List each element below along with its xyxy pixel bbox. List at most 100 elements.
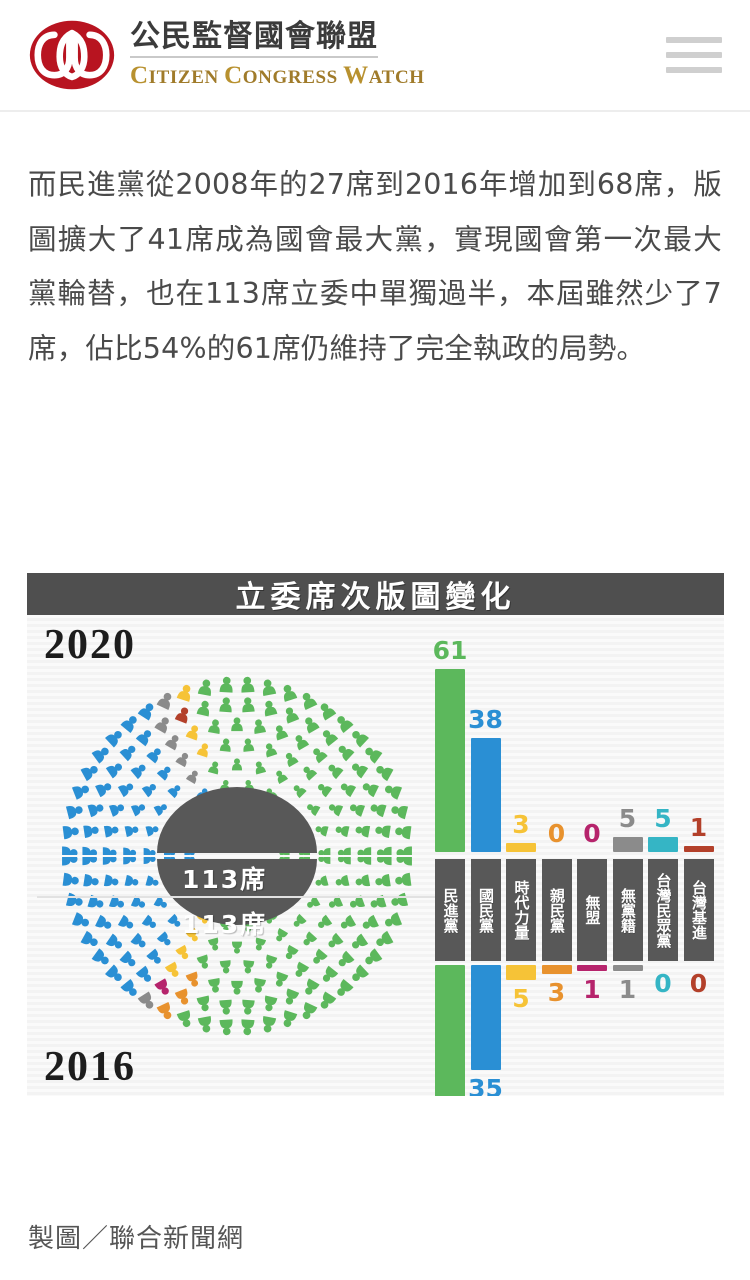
seat-icon	[103, 874, 119, 887]
bar-group-0: 61民進黨68	[433, 615, 467, 1096]
seat-icon	[335, 826, 350, 838]
seat-icon	[124, 874, 139, 886]
seat-icon	[320, 991, 337, 1009]
seat-icon	[95, 783, 112, 798]
seat-icon	[305, 978, 320, 995]
hamburger-menu-icon[interactable]	[666, 37, 722, 73]
seat-icon	[352, 964, 369, 982]
seat-icon	[174, 707, 189, 724]
bar-group-4: 0 無盟 1	[577, 615, 607, 1096]
seat-icon	[219, 738, 231, 752]
seat-icon	[338, 745, 355, 762]
bar-value-2020-3: 0	[547, 819, 566, 848]
seat-icon	[340, 783, 357, 798]
seat-icon	[208, 977, 220, 993]
party-label-3: 親民黨	[541, 859, 572, 961]
seat-icon	[315, 826, 329, 837]
seat-icon	[315, 875, 329, 886]
seat-icon	[243, 738, 255, 752]
seat-icon	[255, 937, 267, 951]
seat-icon	[375, 825, 391, 838]
seat-icon	[276, 928, 289, 942]
seat-icon	[303, 931, 318, 946]
seat-icon	[313, 748, 328, 764]
seat-icon	[130, 804, 146, 817]
seat-icon	[219, 1019, 233, 1036]
seat-icon	[285, 752, 299, 768]
seat-icon	[164, 735, 179, 751]
bar-value-2016-1: 35	[468, 1074, 503, 1096]
seat-icon	[313, 948, 328, 964]
seat-icon	[231, 941, 243, 954]
seat-icon	[322, 965, 339, 982]
seat-icon	[219, 676, 233, 693]
brand-logo-link[interactable]: 公民監督國會聯盟 CITIZEN CONGRESS WATCH	[28, 19, 425, 91]
seat-icon	[108, 895, 125, 908]
seat-icon	[130, 932, 146, 948]
party-label-text-1: 國民黨	[477, 887, 495, 933]
seat-icon	[302, 1001, 318, 1020]
seat-icon	[208, 719, 220, 735]
infographic-title-bar: 立委席次版圖變化	[27, 573, 724, 615]
seat-icon	[263, 1015, 277, 1033]
brand-name-en: CITIZEN CONGRESS WATCH	[130, 61, 425, 89]
seat-icon	[318, 914, 333, 928]
seat-icon	[62, 857, 78, 866]
seat-icon	[219, 697, 232, 713]
seat-icon	[176, 684, 191, 702]
seat-icon	[355, 874, 371, 887]
seat-icon	[283, 1010, 298, 1028]
seat-icon	[264, 700, 278, 717]
seat-icon	[137, 991, 154, 1009]
seat-icon	[351, 933, 369, 949]
seat-icon	[196, 743, 209, 758]
seat-icon	[196, 700, 210, 717]
seat-icon	[391, 806, 409, 820]
bar-value-2020-1: 38	[468, 705, 503, 734]
bar-2020-6	[648, 837, 678, 852]
seat-icon	[207, 937, 219, 951]
seat-icon	[384, 785, 403, 800]
seat-icon	[143, 857, 156, 865]
seat-icon	[95, 914, 112, 929]
party-label-text-5: 無黨籍	[619, 887, 637, 933]
ccw-logo-icon	[29, 20, 115, 90]
seat-icon	[357, 857, 372, 865]
bar-2016-1	[470, 965, 501, 1070]
hemicycle-diagrams: 113席 113席	[27, 615, 447, 1096]
bar-value-2016-5: 1	[618, 975, 637, 1004]
infographic: 立委席次版圖變化 2020 2016 113席 113席 61民進黨6838國民…	[27, 573, 724, 1096]
seat-icon	[174, 988, 189, 1005]
chart-credit: 製圖／聯合新聞網	[28, 1224, 245, 1254]
seat-icon	[164, 961, 179, 977]
seat-icon	[276, 770, 289, 784]
bar-2016-2	[506, 965, 536, 980]
seat-icon	[123, 847, 137, 855]
seat-icon	[285, 988, 300, 1005]
seat-icon	[303, 766, 318, 781]
seat-icon	[264, 995, 278, 1012]
seat-icon	[119, 950, 136, 967]
bar-group-3: 0 親民黨 3	[541, 615, 572, 1096]
seat-icon	[146, 748, 161, 764]
bar-value-2016-7: 0	[689, 969, 708, 998]
seat-icon	[167, 913, 181, 927]
seat-icon	[275, 725, 289, 741]
bar-group-2: 3 時代力量 5	[506, 615, 536, 1096]
seat-icon	[130, 764, 146, 780]
seat-icon	[135, 730, 152, 747]
seat-icon	[185, 725, 199, 741]
party-label-text-0: 民進黨	[441, 887, 460, 933]
seat-icon	[328, 804, 344, 817]
seat-icon	[335, 874, 350, 886]
party-label-text-3: 親民黨	[548, 887, 566, 933]
article-paragraph: 而民進黨從2008年的27席到2016年增加到68席，版圖擴大了41席成為國會最…	[28, 168, 722, 366]
seat-icon	[119, 745, 136, 762]
seat-icon	[285, 707, 300, 724]
seat-icon	[135, 965, 152, 982]
seat-icon	[318, 847, 331, 855]
seat-icon	[362, 914, 379, 929]
seat-icon	[196, 995, 210, 1012]
bar-value-2016-3: 3	[547, 978, 566, 1007]
seat-icon	[105, 763, 123, 779]
